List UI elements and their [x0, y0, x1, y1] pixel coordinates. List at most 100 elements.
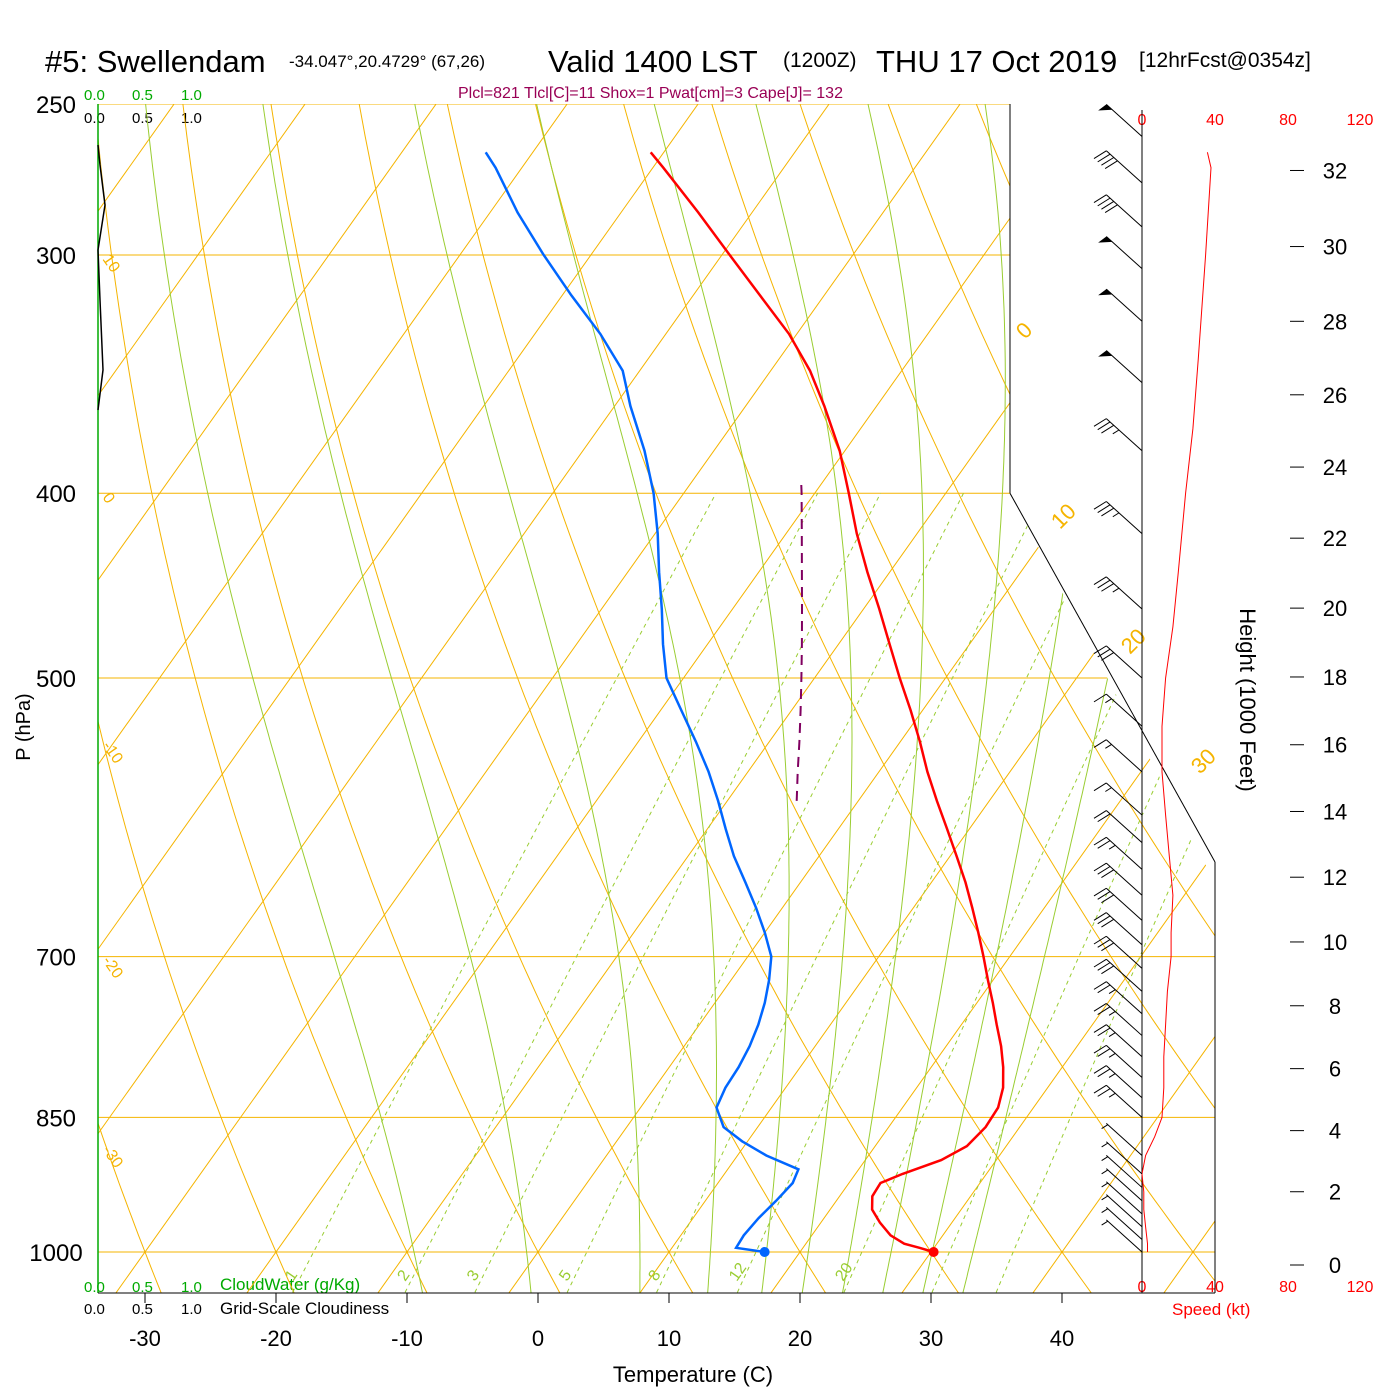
wind-barb-full [1097, 813, 1111, 823]
mixing-ratio-line [404, 492, 819, 1293]
height-tick-label: 4 [1329, 1119, 1341, 1144]
isotherm-line [1005, 104, 1215, 1293]
cloud-scale-top: 0.0 0.5 1.0 0.0 0.5 1.0 [84, 87, 202, 127]
wind-barb-half [1101, 1208, 1109, 1213]
wind-barb-full [1097, 1048, 1111, 1057]
wind-barb [1093, 912, 1143, 946]
mixing-ratio-line [474, 492, 882, 1293]
moist-adiabat-line [498, 104, 717, 1293]
wind-barb [1101, 1206, 1143, 1240]
wind-barb-staff [1105, 1154, 1143, 1188]
wind-barb-full [1093, 1003, 1107, 1012]
wind-barb [1101, 1141, 1143, 1175]
wind-barb-half [1108, 1011, 1116, 1016]
wind-barb-full [1101, 583, 1115, 592]
wind-barb-half [1101, 1220, 1109, 1226]
dry-adiabat-label: 0 [1011, 317, 1037, 343]
wind-barb-full [1097, 153, 1111, 163]
wind-barb-full [1101, 157, 1115, 166]
wind-barb [1101, 1181, 1143, 1215]
wind-barb-staff [1105, 693, 1143, 727]
wind-barb-full [1093, 1024, 1107, 1033]
wind-barb [1101, 1168, 1143, 1202]
wind-barb-half [1112, 512, 1120, 518]
wind-barb [1093, 1084, 1143, 1118]
wind-barb-full [1097, 1088, 1111, 1097]
mixing-ratio-line [736, 492, 1117, 1293]
speed-top-40: 40 [1206, 112, 1224, 129]
moist-adiabat-line [241, 104, 535, 1293]
wind-barb-half [1105, 743, 1112, 749]
wind-barb-staff [1105, 1045, 1143, 1078]
wind-barb-full [1101, 869, 1115, 878]
wind-barb-full [1093, 935, 1107, 945]
wind-barb-half [1112, 587, 1120, 593]
height-tick-label: 0 [1329, 1253, 1341, 1278]
wind-barb-full [1093, 645, 1107, 655]
parcel-trace-line [795, 482, 804, 801]
isotherm-line [98, 104, 699, 1293]
wind-barb-staff [1105, 418, 1143, 452]
moist-adiabat-line [709, 104, 853, 1293]
wind-barb [1093, 935, 1143, 969]
wind-barb-half [1108, 989, 1116, 994]
wind-barb-staff [1105, 103, 1143, 137]
wind-barb-full [1093, 981, 1107, 990]
isotherm-label: 0 [99, 490, 118, 507]
speed-bottom-80: 80 [1279, 1279, 1297, 1296]
wind-barb [1093, 1024, 1143, 1058]
isotherm-line [219, 104, 1215, 1293]
wind-barb-full [1101, 201, 1115, 210]
moist-adiabat-line [383, 104, 641, 1293]
right-frame-diagonal [1009, 492, 1216, 863]
wind-barb-full [1104, 204, 1118, 213]
dry-adiabat-line [247, 104, 716, 1293]
wind-barb-full [1097, 840, 1111, 849]
wind-barb-full [1093, 887, 1107, 897]
wind-barb [1093, 981, 1143, 1015]
wind-barb-staff [1105, 1141, 1143, 1175]
wind-barb [1093, 739, 1143, 773]
height-tick-label: 10 [1323, 930, 1347, 955]
cloud-bottom-black-2: 1.0 [181, 1301, 202, 1318]
mixing-ratio-label: 20 [832, 1260, 856, 1284]
wind-barb-half [1108, 844, 1116, 850]
wind-barb [1093, 693, 1143, 727]
dry-adiabat-label: 30 [1186, 744, 1221, 779]
isotherm-line [350, 104, 1215, 1293]
wind-barb-full [1097, 1027, 1111, 1037]
axes: -30 -20 -10 0 10 20 30 402503004005007008501000… [29, 92, 1347, 1351]
cloudiness-trace [97, 144, 106, 411]
wind-barb-half [1101, 1182, 1109, 1188]
wind-barb-half [1105, 698, 1112, 704]
wind-barb-full [1101, 918, 1115, 928]
utc-time: (1200Z) [783, 49, 857, 72]
moist-adiabat-line [913, 104, 1101, 1293]
wind-barb-flag [1098, 236, 1113, 243]
wind-barb-full [1101, 507, 1115, 517]
wind-barb-full [1093, 501, 1107, 510]
isotherm-line [98, 104, 175, 1293]
cloud-top-black-0: 0.0 [84, 110, 105, 127]
x-tick-label: -10 [391, 1326, 423, 1351]
wind-barb-full [1097, 1068, 1111, 1078]
wind-barb-full [1097, 891, 1111, 900]
dry-adiabat-line [164, 104, 582, 1293]
wind-barb-full [1093, 836, 1107, 846]
cloud-bottom-black-1: 0.5 [132, 1301, 153, 1318]
wind-barb-staff [1105, 1123, 1143, 1156]
surface-dewpoint-dot [759, 1247, 770, 1257]
wind-barb-half [1108, 1073, 1116, 1078]
cloud-bottom-black-0: 0.0 [84, 1301, 105, 1318]
mixing-ratio-label: 12 [726, 1260, 750, 1284]
wind-barb-full [1097, 939, 1111, 948]
wind-barb-staff [1105, 1219, 1143, 1253]
wind-barb-staff [1105, 836, 1143, 870]
x-tick-label: 30 [919, 1326, 943, 1351]
dry-adiabat-line [661, 104, 1215, 1293]
moist-adiabat-line [611, 104, 790, 1293]
dewpoint-line [484, 151, 801, 1254]
wind-barb [1101, 1219, 1143, 1253]
wind-barb-staff [1105, 288, 1143, 322]
wind-barb-full [1093, 576, 1107, 585]
